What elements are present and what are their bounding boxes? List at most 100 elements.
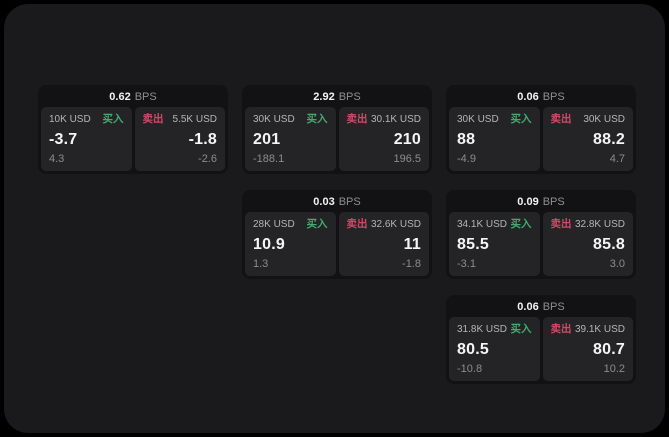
buy-panel-header: 10K USD 买入 [49,113,124,126]
bps-value: 0.09 [517,196,539,208]
bps-header: 0.06 BPS [449,298,633,317]
quote-panels: 28K USD 买入 10.9 1.3 卖出 32.6K USD 11 -1.8 [245,212,429,276]
buy-tag: 买入 [510,113,532,125]
sell-tag: 卖出 [550,113,572,125]
sell-size-label: 30K USD [583,114,625,125]
sell-size-label: 5.5K USD [172,114,217,125]
quote-panels: 10K USD 买入 -3.7 4.3 卖出 5.5K USD -1.8 -2.… [41,107,225,171]
bps-unit-label: BPS [134,91,157,103]
bps-unit-label: BPS [338,196,361,208]
buy-panel-header: 31.8K USD 买入 [457,323,532,336]
sell-size-label: 39.1K USD [574,324,625,335]
buy-delta: -10.8 [457,362,483,375]
buy-price: 201 [253,130,281,148]
buy-price: 10.9 [253,235,285,253]
quote-panels: 31.8K USD 买入 80.5 -10.8 卖出 39.1K USD 80.… [449,317,633,381]
buy-size-label: 30K USD [457,114,499,125]
buy-price: 88 [457,130,476,148]
sell-tag: 卖出 [550,218,572,230]
bps-unit-label: BPS [542,196,565,208]
buy-size-label: 10K USD [49,114,91,125]
bps-header: 0.03 BPS [245,193,429,212]
sell-panel-header: 卖出 5.5K USD [142,113,218,126]
sell-price: 88.2 [593,130,625,148]
sell-panel-header: 卖出 30.1K USD [347,113,422,126]
sell-panel[interactable]: 卖出 30.1K USD 210 196.5 [338,107,429,171]
quote-card: 0.06 BPS 31.8K USD 买入 80.5 -10.8 卖出 39.1… [446,295,636,384]
sell-panel-header: 卖出 30K USD [550,113,626,126]
bps-value: 0.06 [517,301,539,313]
sell-price: 80.7 [593,340,625,358]
sell-price: 85.8 [593,235,625,253]
buy-tag: 买入 [306,218,328,230]
sell-price: 210 [393,130,421,148]
sell-delta: 196.5 [393,152,421,165]
sell-panel-header: 卖出 39.1K USD [550,323,626,336]
buy-tag: 买入 [306,113,328,125]
quote-card: 0.03 BPS 28K USD 买入 10.9 1.3 卖出 32.6K US… [242,190,432,279]
buy-size-label: 34.1K USD [457,219,508,230]
sell-price: 11 [403,235,421,253]
sell-panel-header: 卖出 32.6K USD [346,218,422,231]
quote-card: 0.06 BPS 30K USD 买入 88 -4.9 卖出 30K USD 8… [446,85,636,174]
bps-header: 0.62 BPS [41,88,225,107]
quote-panels: 30K USD 买入 201 -188.1 卖出 30.1K USD 210 1… [245,107,429,171]
bps-value: 0.03 [313,196,335,208]
buy-delta: -188.1 [253,152,285,165]
buy-delta: -3.1 [457,257,476,270]
quote-card: 0.09 BPS 34.1K USD 买入 85.5 -3.1 卖出 32.8K… [446,190,636,279]
buy-delta: 1.3 [253,257,269,270]
bps-value: 0.62 [109,91,131,103]
buy-tag: 买入 [102,113,124,125]
sell-panel[interactable]: 卖出 30K USD 88.2 4.7 [542,107,633,171]
buy-size-label: 28K USD [253,219,295,230]
sell-panel-header: 卖出 32.8K USD [550,218,626,231]
buy-price: 80.5 [457,340,489,358]
bps-value: 2.92 [313,91,335,103]
sell-panel[interactable]: 卖出 32.6K USD 11 -1.8 [338,212,429,276]
quote-card: 2.92 BPS 30K USD 买入 201 -188.1 卖出 30.1K … [242,85,432,174]
buy-panel[interactable]: 34.1K USD 买入 85.5 -3.1 [449,212,540,276]
buy-tag: 买入 [510,323,532,335]
sell-delta: 10.2 [603,362,625,375]
buy-size-label: 30K USD [253,114,295,125]
sell-panel[interactable]: 卖出 39.1K USD 80.7 10.2 [542,317,633,381]
bps-unit-label: BPS [338,91,361,103]
sell-tag: 卖出 [142,113,164,125]
quote-panels: 34.1K USD 买入 85.5 -3.1 卖出 32.8K USD 85.8… [449,212,633,276]
buy-delta: -4.9 [457,152,476,165]
buy-panel[interactable]: 31.8K USD 买入 80.5 -10.8 [449,317,540,381]
buy-panel[interactable]: 30K USD 买入 201 -188.1 [245,107,336,171]
sell-price: -1.8 [188,130,217,148]
quote-panels: 30K USD 买入 88 -4.9 卖出 30K USD 88.2 4.7 [449,107,633,171]
buy-tag: 买入 [510,218,532,230]
bps-header: 0.09 BPS [449,193,633,212]
bps-unit-label: BPS [542,301,565,313]
buy-panel-header: 34.1K USD 买入 [457,218,532,231]
cards-grid: 0.62 BPS 10K USD 买入 -3.7 4.3 卖出 5.5K USD… [38,85,636,384]
bps-unit-label: BPS [542,91,565,103]
buy-panel-header: 30K USD 买入 [457,113,532,126]
sell-delta: 3.0 [609,257,625,270]
buy-panel-header: 30K USD 买入 [253,113,328,126]
quotes-board: 0.62 BPS 10K USD 买入 -3.7 4.3 卖出 5.5K USD… [4,4,665,433]
sell-delta: -2.6 [198,152,217,165]
buy-panel-header: 28K USD 买入 [253,218,328,231]
buy-panel[interactable]: 28K USD 买入 10.9 1.3 [245,212,336,276]
buy-price: -3.7 [49,130,78,148]
buy-price: 85.5 [457,235,489,253]
sell-tag: 卖出 [346,218,368,230]
buy-delta: 4.3 [49,152,65,165]
sell-size-label: 30.1K USD [370,114,421,125]
sell-panel[interactable]: 卖出 5.5K USD -1.8 -2.6 [134,107,225,171]
bps-value: 0.06 [517,91,539,103]
sell-tag: 卖出 [550,323,572,335]
sell-delta: -1.8 [402,257,421,270]
buy-panel[interactable]: 30K USD 买入 88 -4.9 [449,107,540,171]
buy-panel[interactable]: 10K USD 买入 -3.7 4.3 [41,107,132,171]
bps-header: 2.92 BPS [245,88,429,107]
sell-size-label: 32.8K USD [574,219,625,230]
sell-delta: 4.7 [609,152,625,165]
sell-panel[interactable]: 卖出 32.8K USD 85.8 3.0 [542,212,633,276]
bps-header: 0.06 BPS [449,88,633,107]
